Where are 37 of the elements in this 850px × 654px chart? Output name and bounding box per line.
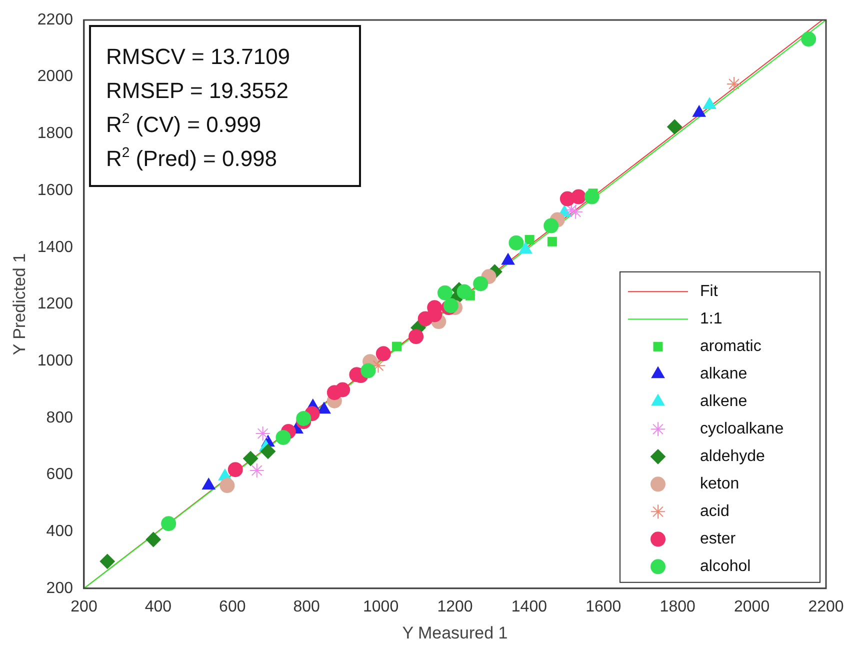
annotation: RMSCV = 13.7109 [106,44,290,69]
legend-label: alkane [700,366,748,383]
y-tick-label: 800 [46,409,74,426]
x-tick-label: 600 [219,598,246,616]
y-tick-label: 200 [46,580,74,597]
y-tick-label: 1600 [37,182,74,199]
x-tick-label: 2200 [808,598,844,616]
annotation: RMSEP = 19.3552 [106,78,288,103]
legend-label: aromatic [700,338,762,356]
legend-label: acid [700,503,730,520]
x-tick-label: 1000 [363,598,399,616]
legend-label: 1:1 [700,310,722,328]
x-tick-label: 1600 [586,598,622,616]
x-tick-label: 1400 [511,598,548,616]
x-tick-label: 2000 [734,598,770,616]
y-tick-label: 1800 [37,125,74,142]
x-tick-label: 200 [70,598,98,616]
legend-label: Fit [700,283,718,300]
legend-label: ester [700,530,736,548]
legend-label: aldehyde [700,448,766,466]
legend-label: alcohol [700,558,751,576]
y-tick-label: 600 [46,466,74,484]
y-tick-label: 1400 [37,238,74,256]
x-axis-title: Y Measured 1 [402,623,508,642]
y-tick-label: 1000 [37,352,74,370]
y-tick-label: 1200 [37,296,74,313]
legend-label: cycloalkane [700,420,784,438]
y-tick-label: 2000 [37,68,74,86]
x-tick-label: 1800 [660,598,696,616]
x-tick-label: 400 [144,598,172,616]
y-tick-label: 400 [46,522,74,540]
legend-label: keton [700,476,740,493]
y-axis-title: Y Predicted 1 [10,253,29,356]
x-tick-label: 800 [293,598,320,616]
y-tick-label: 2200 [37,11,74,28]
legend-label: alkene [700,393,748,410]
x-tick-label: 1200 [437,598,473,616]
